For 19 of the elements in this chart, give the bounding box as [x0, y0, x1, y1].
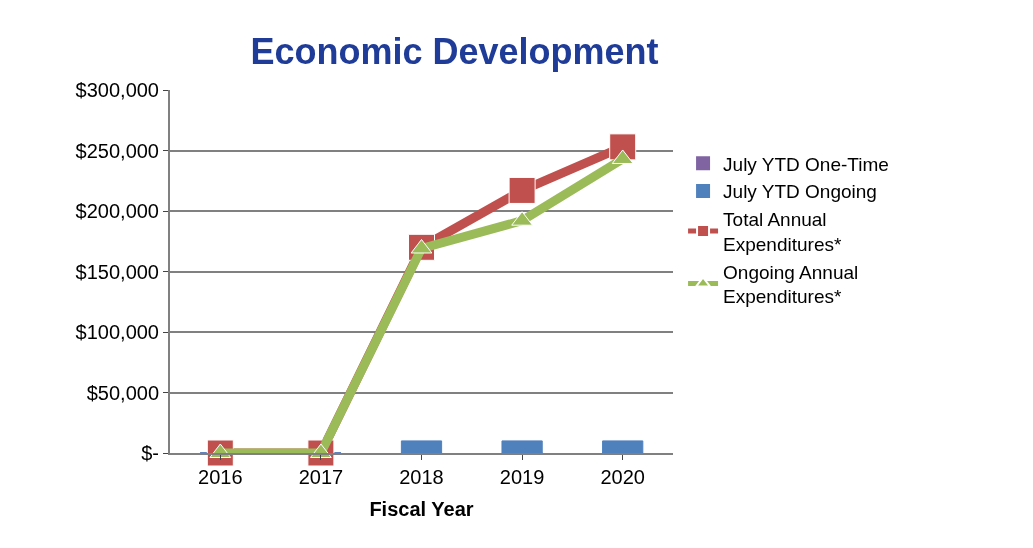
- point: [508, 176, 536, 204]
- x-tick-label: 2019: [499, 466, 545, 488]
- y-tick-label: $-: [141, 442, 159, 464]
- chart-title: Economic Development: [250, 30, 659, 72]
- x-tick-label: 2020: [600, 466, 645, 488]
- x-tick-label: 2016: [198, 466, 243, 488]
- legend-label: July YTD Ongoing: [723, 181, 877, 203]
- legend-label: July YTD One-Time: [723, 153, 889, 175]
- legend-label: Ongoing Annual Expenditures*: [723, 261, 859, 308]
- y-tick-label: $100,000: [75, 321, 159, 343]
- y-tick-label: $150,000: [75, 260, 159, 283]
- y-tick-label: $200,000: [75, 200, 159, 222]
- x-tick-label: 2017: [298, 466, 344, 488]
- x-tick-label: 2018: [399, 466, 444, 488]
- x-axis-title: Fiscal Year: [369, 498, 474, 520]
- y-tick-label: $250,000: [75, 139, 159, 162]
- legend-label: Total Annual Expenditures*: [723, 209, 842, 255]
- y-tick-label: $50,000: [86, 381, 159, 404]
- y-tick-label: $300,000: [75, 79, 159, 101]
